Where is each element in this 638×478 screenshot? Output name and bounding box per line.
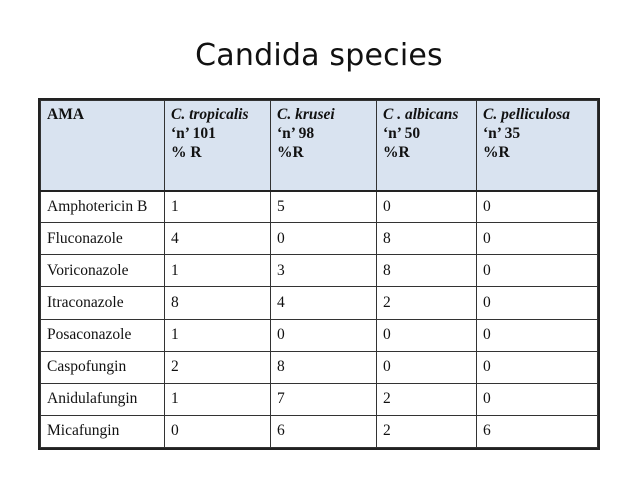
drug-name-cell: Anidulafungin [40,382,165,416]
value-cell: 0 [476,254,598,288]
drug-name-cell: Fluconazole [40,222,165,256]
table-body: Amphotericin B 1 5 0 0 Fluconazole 4 0 8… [40,189,598,449]
value-cell: 0 [376,318,477,352]
header-cell-species: C. tropicalis ‘n’ 101 % R [164,100,271,191]
drug-name-cell: Amphotericin B [40,189,165,224]
species-unit: %R [383,144,410,161]
value-cell: 6 [476,414,598,449]
table-row: Itraconazole 8 4 2 0 [40,286,598,320]
value-cell: 0 [376,350,477,384]
value-cell: 0 [164,414,271,449]
drug-name-cell: Micafungin [40,414,165,449]
table-header: AMA C. tropicalis ‘n’ 101 % R C. krusei … [40,100,598,191]
species-unit: %R [277,144,304,161]
value-cell: 1 [164,254,271,288]
value-cell: 2 [376,382,477,416]
table-row: Voriconazole 1 3 8 0 [40,254,598,288]
resistance-table: AMA C. tropicalis ‘n’ 101 % R C. krusei … [40,100,598,449]
species-name: C. krusei [277,106,335,123]
species-name: C . albicans [383,106,459,123]
value-cell: 0 [476,286,598,320]
header-cell-species: C. pelliculosa ‘n’ 35 %R [476,100,598,191]
species-name: C. tropicalis [171,106,249,123]
table-row: Fluconazole 4 0 8 0 [40,222,598,256]
value-cell: 1 [164,189,271,224]
value-cell: 8 [164,286,271,320]
header-row: AMA C. tropicalis ‘n’ 101 % R C. krusei … [40,100,598,191]
value-cell: 8 [376,222,477,256]
species-sample-size: ‘n’ 50 [383,125,421,142]
value-cell: 0 [270,222,377,256]
value-cell: 3 [270,254,377,288]
value-cell: 2 [376,414,477,449]
value-cell: 8 [376,254,477,288]
species-sample-size: ‘n’ 35 [483,125,521,142]
value-cell: 0 [476,222,598,256]
value-cell: 0 [270,318,377,352]
drug-name-cell: Voriconazole [40,254,165,288]
value-cell: 0 [476,350,598,384]
value-cell: 1 [164,318,271,352]
drug-name-cell: Caspofungin [40,350,165,384]
value-cell: 4 [270,286,377,320]
species-name: C. pelliculosa [483,106,570,123]
value-cell: 2 [376,286,477,320]
header-cell-species: C . albicans ‘n’ 50 %R [376,100,477,191]
value-cell: 4 [164,222,271,256]
resistance-table-frame: AMA C. tropicalis ‘n’ 101 % R C. krusei … [38,98,600,450]
table-row: Posaconazole 1 0 0 0 [40,318,598,352]
header-cell-species: C. krusei ‘n’ 98 %R [270,100,377,191]
value-cell: 6 [270,414,377,449]
value-cell: 7 [270,382,377,416]
drug-name-cell: Itraconazole [40,286,165,320]
value-cell: 0 [376,189,477,224]
value-cell: 0 [476,382,598,416]
species-unit: % R [171,144,202,161]
species-sample-size: ‘n’ 101 [171,125,216,142]
value-cell: 2 [164,350,271,384]
header-cell-ama: AMA [40,100,165,191]
table-row: Amphotericin B 1 5 0 0 [40,189,598,224]
species-sample-size: ‘n’ 98 [277,125,315,142]
value-cell: 0 [476,189,598,224]
table-row: Anidulafungin 1 7 2 0 [40,382,598,416]
value-cell: 1 [164,382,271,416]
drug-name-cell: Posaconazole [40,318,165,352]
table-row: Micafungin 0 6 2 6 [40,414,598,449]
species-unit: %R [483,144,510,161]
slide-title: Candida species [195,38,443,73]
value-cell: 5 [270,189,377,224]
table-row: Caspofungin 2 8 0 0 [40,350,598,384]
value-cell: 8 [270,350,377,384]
value-cell: 0 [476,318,598,352]
